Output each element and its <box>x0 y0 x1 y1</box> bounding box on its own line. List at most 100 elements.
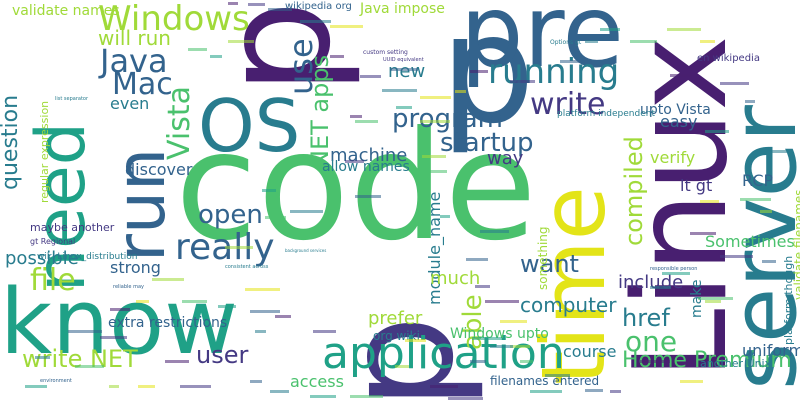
cloud-speck <box>472 337 502 340</box>
cloud-speck <box>268 8 292 11</box>
cloud-word-include: include <box>618 272 684 293</box>
cloud-word-open: open <box>198 200 263 230</box>
cloud-speck <box>650 286 671 289</box>
cloud-speck <box>430 170 447 173</box>
cloud-speck <box>670 74 692 77</box>
cloud-word-net-apps: NET apps <box>306 54 334 168</box>
cloud-word-lt-gt: lt gt <box>680 176 713 195</box>
cloud-word-home-premium: Home Premium <box>622 348 792 373</box>
cloud-speck <box>330 25 363 28</box>
cloud-word-much: much <box>430 268 481 289</box>
cloud-speck <box>228 40 254 43</box>
cloud-speck <box>440 215 450 218</box>
cloud-word-easy: easy <box>660 112 698 131</box>
cloud-word-course: course <box>563 342 617 361</box>
cloud-speck <box>510 345 530 348</box>
cloud-word-java-impose: Java impose <box>360 1 445 17</box>
cloud-word-windows: Windows <box>98 0 250 39</box>
cloud-word-new: new <box>388 61 426 82</box>
cloud-word-os: OS <box>198 84 301 168</box>
cloud-speck <box>248 3 265 6</box>
cloud-speck <box>680 380 703 383</box>
cloud-word-code: code <box>175 100 537 274</box>
cloud-speck <box>350 115 362 118</box>
cloud-speck <box>560 60 592 63</box>
cloud-word-question: question <box>0 94 23 190</box>
cloud-speck <box>165 360 189 363</box>
cloud-word-verify: verify <box>650 148 696 167</box>
cloud-word-list-separator: list separator <box>55 96 89 102</box>
cloud-speck <box>630 40 657 43</box>
cloud-word-startup: startup <box>440 128 534 158</box>
cloud-speck <box>475 285 490 288</box>
cloud-word-platform-though: platform though <box>782 255 795 345</box>
cloud-speck <box>585 40 598 43</box>
cloud-speck <box>138 385 155 388</box>
cloud-speck <box>430 385 458 388</box>
cloud-speck <box>265 216 286 219</box>
cloud-speck <box>480 230 509 233</box>
cloud-word-file: file <box>30 263 76 298</box>
cloud-speck <box>705 130 729 133</box>
cloud-speck <box>262 189 276 192</box>
cloud-word-extra-restrictions: extra restrictions <box>108 315 228 331</box>
cloud-speck <box>360 75 381 78</box>
cloud-speck <box>35 356 50 359</box>
cloud-word-reliable-may: reliable may <box>113 284 144 290</box>
cloud-speck <box>25 385 47 388</box>
cloud-speck <box>396 106 412 109</box>
cloud-word-will-run: will run <box>98 26 171 50</box>
cloud-speck <box>310 395 336 398</box>
cloud-word-running: running <box>488 52 620 92</box>
cloud-word-filenames-entered: filenames entered <box>490 374 600 388</box>
cloud-speck <box>420 120 450 123</box>
cloud-word-something: something <box>536 226 550 290</box>
cloud-speck <box>545 374 570 377</box>
cloud-speck <box>210 55 222 58</box>
cloud-word-really: really <box>175 227 275 268</box>
cloud-speck <box>355 195 381 198</box>
cloud-speck <box>420 96 451 99</box>
cloud-word-user: user <box>196 341 249 369</box>
cloud-speck <box>188 48 207 51</box>
cloud-speck <box>705 300 721 303</box>
cloud-word-application: application <box>322 328 565 379</box>
cloud-speck <box>510 80 535 83</box>
cloud-speck <box>760 210 772 213</box>
cloud-speck <box>520 360 533 363</box>
cloud-word-responsible-person: responsible person <box>650 266 698 272</box>
cloud-speck <box>355 120 378 123</box>
cloud-speck <box>68 330 102 333</box>
cloud-speck <box>770 150 787 153</box>
cloud-word-validate-names: validate names <box>12 3 120 19</box>
cloud-word-strong: strong <box>110 258 161 277</box>
cloud-speck <box>75 365 104 368</box>
cloud-word-regular-expression: regular expression <box>38 100 51 203</box>
cloud-word-wikipedia-org: wikipedia org <box>285 1 352 12</box>
cloud-speck <box>290 210 323 213</box>
cloud-speck <box>455 90 466 93</box>
cloud-speck <box>300 20 331 23</box>
cloud-speck <box>390 68 418 71</box>
cloud-word-wiki-linux-distribution: wiki Linux_distribution <box>37 252 138 262</box>
cloud-word-en-wikipedia: en wikipedia <box>697 53 760 64</box>
cloud-speck <box>640 360 670 363</box>
cloud-word-consistent-across: consistent across <box>225 264 269 270</box>
cloud-speck <box>275 315 291 318</box>
cloud-speck <box>667 28 701 31</box>
cloud-speck <box>690 232 716 235</box>
cloud-speck <box>313 330 336 333</box>
cloud-speck <box>422 155 446 158</box>
cloud-word-prefer: prefer <box>368 308 423 329</box>
cloud-speck <box>662 272 690 275</box>
cloud-speck <box>585 389 603 392</box>
cloud-speck <box>152 278 184 281</box>
cloud-speck <box>448 397 483 400</box>
cloud-speck <box>350 395 383 398</box>
cloud-speck <box>180 385 211 388</box>
cloud-word-href: href <box>622 304 670 332</box>
cloud-word-sometimes: Sometimes <box>705 232 795 251</box>
cloud-word-vista: Vista <box>162 86 197 160</box>
cloud-word-compiled: compiled <box>620 136 648 246</box>
